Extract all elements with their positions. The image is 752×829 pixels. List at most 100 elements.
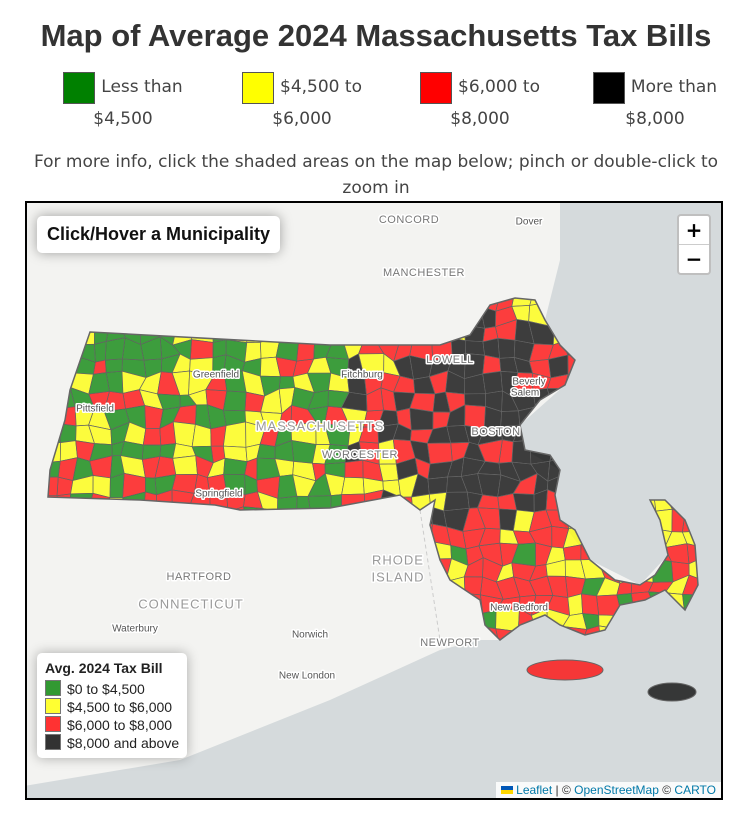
municipality[interactable] [278,376,296,390]
municipality[interactable] [70,291,89,312]
municipality[interactable] [94,340,107,363]
municipality[interactable] [159,528,179,546]
municipality[interactable] [358,302,382,326]
municipality[interactable] [69,547,96,567]
municipality[interactable] [71,575,93,597]
map[interactable]: CONCORD Dover MANCHESTER LOWELL Greenfield Fi… [25,201,723,800]
municipality[interactable] [69,531,96,549]
map-canvas[interactable]: CONCORD Dover MANCHESTER LOWELL Greenfield Fi… [27,203,721,798]
municipality[interactable] [325,560,344,576]
municipality[interactable] [274,302,300,327]
municipality[interactable] [222,390,247,412]
municipality[interactable] [330,494,342,513]
municipality[interactable] [295,542,312,562]
municipality[interactable] [398,523,418,546]
municipality[interactable] [430,286,452,312]
municipality[interactable] [69,613,94,633]
municipality[interactable] [156,508,177,532]
municipality[interactable] [344,459,364,479]
municipality[interactable] [445,576,466,598]
municipality[interactable] [500,410,521,428]
municipality[interactable] [108,288,129,312]
municipality[interactable] [245,542,264,567]
municipality[interactable] [90,596,107,618]
municipality[interactable] [161,542,179,562]
municipality[interactable] [261,541,282,565]
municipality[interactable] [342,302,360,326]
municipality[interactable] [443,491,470,512]
municipality[interactable] [239,625,266,650]
municipality[interactable] [326,541,344,563]
municipality[interactable] [37,560,61,583]
municipality[interactable] [123,509,145,532]
municipality[interactable] [256,443,276,459]
municipality[interactable] [464,393,486,407]
municipality[interactable] [295,559,312,583]
municipality[interactable] [512,493,535,513]
municipality[interactable] [280,560,297,583]
municipality[interactable] [109,305,129,329]
municipality[interactable] [307,523,334,544]
municipality[interactable] [104,575,126,598]
municipality[interactable] [277,511,298,527]
municipality[interactable] [177,303,194,322]
municipality[interactable] [297,302,316,327]
municipality[interactable] [41,509,62,533]
municipality[interactable] [123,562,147,582]
municipality[interactable] [42,611,55,635]
municipality[interactable] [38,322,59,346]
municipality[interactable] [140,557,164,582]
carto-link[interactable]: CARTO [674,783,716,797]
municipality[interactable] [325,630,350,651]
municipality[interactable] [259,644,277,665]
municipality[interactable] [240,647,265,664]
municipality[interactable] [511,286,534,307]
municipality[interactable] [342,523,367,547]
municipality[interactable] [120,288,147,312]
municipality[interactable] [140,308,164,321]
municipality[interactable] [39,525,60,545]
municipality[interactable] [190,526,211,549]
municipality[interactable] [91,523,105,550]
municipality[interactable] [189,339,214,360]
municipality[interactable] [326,646,350,666]
municipality[interactable] [71,593,94,618]
municipality[interactable] [161,626,180,649]
municipality[interactable] [567,593,583,616]
municipality[interactable] [42,421,62,444]
municipality[interactable] [171,489,195,513]
municipality[interactable] [273,324,300,343]
municipality[interactable] [190,542,213,565]
municipality[interactable] [240,593,266,613]
municipality[interactable] [409,323,434,342]
municipality[interactable] [310,594,334,617]
municipality[interactable] [364,509,381,526]
municipality[interactable] [258,289,282,306]
municipality[interactable] [280,287,299,304]
municipality[interactable] [103,507,128,532]
municipality[interactable] [55,302,79,329]
municipality[interactable] [172,455,198,475]
municipality[interactable] [53,625,77,649]
municipality[interactable] [311,322,334,344]
municipality[interactable] [399,325,414,339]
municipality[interactable] [209,511,230,531]
municipality[interactable] [211,645,231,667]
municipality[interactable] [256,560,283,583]
municipality[interactable] [241,289,263,308]
municipality[interactable] [296,342,315,362]
municipality[interactable] [36,625,62,645]
municipality[interactable] [293,594,316,618]
municipality[interactable] [342,558,368,577]
island[interactable] [526,659,604,681]
municipality[interactable] [56,344,78,357]
municipality[interactable] [312,286,329,309]
municipality[interactable] [90,575,106,598]
municipality[interactable] [347,613,365,634]
municipality[interactable] [349,646,366,664]
municipality[interactable] [192,613,215,634]
municipality[interactable] [328,609,350,633]
municipality[interactable] [258,524,280,544]
municipality[interactable] [172,421,196,448]
municipality[interactable] [257,608,279,634]
